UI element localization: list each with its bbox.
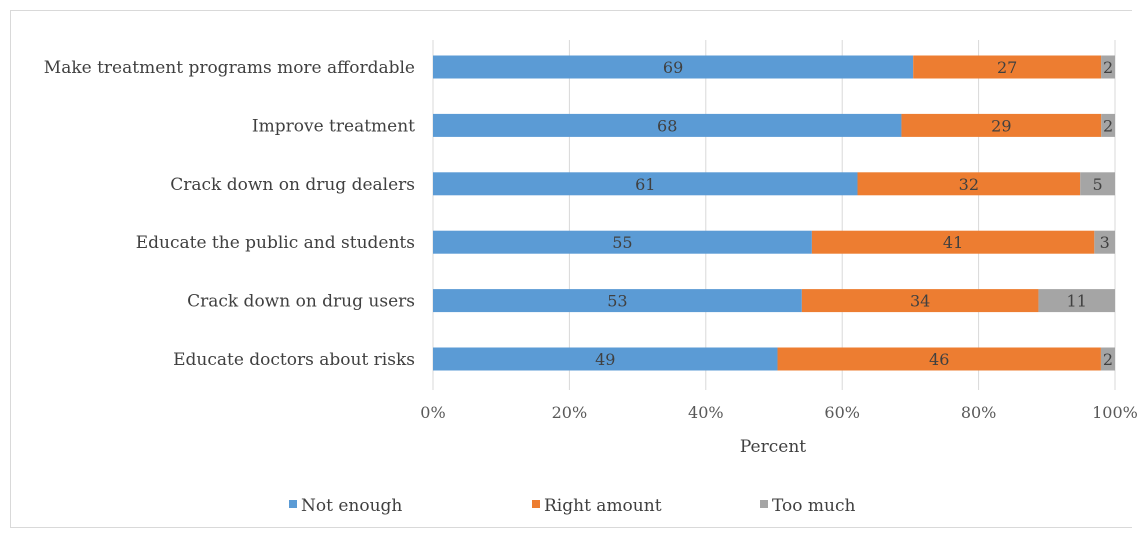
bar-segment: [1100, 347, 1115, 371]
data-label: 2: [1103, 350, 1113, 369]
x-tick-label: 60%: [824, 403, 860, 422]
category-label: Educate the public and students: [136, 233, 415, 253]
data-label: 69: [663, 58, 683, 77]
x-tick-label: 0%: [420, 403, 445, 422]
bar-segment: [1080, 172, 1115, 196]
gridlines: [432, 40, 1116, 390]
x-tick-label: 20%: [552, 403, 588, 422]
bar-segment: [1101, 55, 1115, 79]
data-label: 41: [943, 233, 963, 252]
data-label: 5: [1093, 175, 1103, 194]
bar-segment: [801, 289, 1039, 313]
bar-segment: [433, 172, 858, 196]
chart-frame: [10, 10, 1132, 528]
category-label: Educate doctors about risks: [173, 350, 415, 370]
data-label: 55: [612, 233, 632, 252]
x-tick-labels: 0% 20% 40% 60% 80% 100%: [420, 403, 1138, 422]
bar-segment: [1094, 230, 1115, 254]
legend-swatch: [760, 500, 768, 508]
bar-segment: [433, 289, 802, 313]
bar-segment: [433, 113, 902, 137]
bar-segment: [777, 347, 1101, 371]
bar-segment: [901, 113, 1102, 137]
data-label: 11: [1067, 292, 1087, 311]
category-label: Improve treatment: [252, 116, 415, 136]
category-label: Make treatment programs more affordable: [44, 58, 415, 78]
legend-swatch: [532, 500, 540, 508]
data-label: 27: [997, 58, 1017, 77]
data-label: 32: [959, 175, 979, 194]
legend-swatch: [289, 500, 297, 508]
x-tick-label: 80%: [961, 403, 997, 422]
data-label: 34: [910, 292, 930, 311]
data-label: 53: [607, 292, 627, 311]
legend-label: Too much: [772, 496, 855, 516]
category-labels: Make treatment programs more affordable I…: [44, 58, 415, 370]
bar-segment: [857, 172, 1081, 196]
bar-segment: [433, 55, 914, 79]
bar-segment: [1101, 113, 1115, 137]
bar-segment: [433, 230, 812, 254]
category-label: Crack down on drug users: [187, 292, 415, 312]
legend: Not enough Right amount Too much: [289, 496, 855, 516]
data-label: 3: [1100, 233, 1110, 252]
bar-segment: [1038, 289, 1115, 313]
category-label: Crack down on drug dealers: [170, 175, 415, 195]
bar-segment: [913, 55, 1102, 79]
x-axis-title: Percent: [740, 437, 806, 457]
data-label: 29: [991, 116, 1011, 135]
bar-segment: [433, 347, 778, 371]
x-tick-label: 100%: [1092, 403, 1138, 422]
data-label: 2: [1103, 116, 1113, 135]
data-label: 61: [635, 175, 655, 194]
x-tick-label: 40%: [688, 403, 724, 422]
data-label: 2: [1103, 58, 1113, 77]
legend-label: Not enough: [301, 496, 402, 516]
legend-label: Right amount: [544, 496, 662, 516]
data-label: 46: [929, 350, 949, 369]
bar-segment: [811, 230, 1095, 254]
data-label: 49: [595, 350, 615, 369]
data-label: 68: [657, 116, 677, 135]
